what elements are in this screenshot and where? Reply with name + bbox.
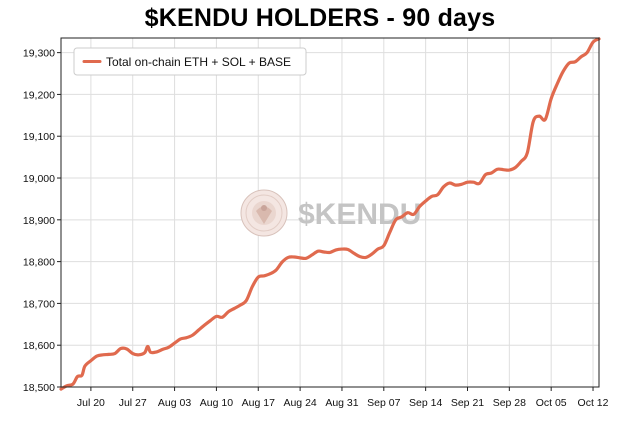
- y-tick-label: 18,500: [23, 382, 55, 394]
- x-tick-label: Sep 07: [367, 397, 400, 409]
- x-tick-label: Jul 27: [119, 397, 147, 409]
- series-line: [59, 37, 601, 391]
- legend-box: [73, 47, 307, 76]
- x-tick-label: Sep 21: [451, 397, 484, 409]
- plot-frame: [60, 37, 600, 388]
- y-tick-label: 19,100: [23, 131, 55, 143]
- watermark-text: $KENDU: [298, 198, 421, 231]
- x-tick-label: Aug 10: [200, 397, 233, 409]
- watermark: $KENDU: [240, 189, 421, 237]
- x-tick-label: Aug 24: [283, 397, 316, 409]
- grid-lines: [61, 38, 599, 388]
- y-tick-label: 18,600: [23, 340, 55, 352]
- chart-title: $KENDU HOLDERS - 90 days: [144, 4, 496, 32]
- legend: Total on-chain ETH + SOL + BASE: [73, 47, 307, 76]
- x-tick-label: Aug 03: [158, 397, 191, 409]
- seal-logo-icon: [240, 189, 288, 237]
- x-tick-label: Jul 20: [77, 397, 105, 409]
- y-tick-label: 18,800: [23, 257, 55, 269]
- y-tick-label: 18,900: [23, 215, 55, 227]
- legend-label: Total on-chain ETH + SOL + BASE: [106, 55, 291, 69]
- x-tick-label: Sep 28: [493, 397, 526, 409]
- y-tick-label: 19,000: [23, 173, 55, 185]
- axis-ticks: 18,500 18,600 18,700 18,800 18,900 19,000 19,1…: [23, 48, 609, 409]
- y-tick-label: 18,700: [23, 298, 55, 310]
- x-tick-label: Aug 31: [325, 397, 358, 409]
- y-tick-label: 19,200: [23, 89, 55, 101]
- x-tick-label: Sep 14: [409, 397, 442, 409]
- x-tick-label: Aug 17: [242, 397, 275, 409]
- x-tick-label: Oct 12: [578, 397, 609, 409]
- y-tick-label: 19,300: [23, 48, 55, 60]
- series-layer: [59, 37, 601, 391]
- x-tick-label: Oct 05: [536, 397, 567, 409]
